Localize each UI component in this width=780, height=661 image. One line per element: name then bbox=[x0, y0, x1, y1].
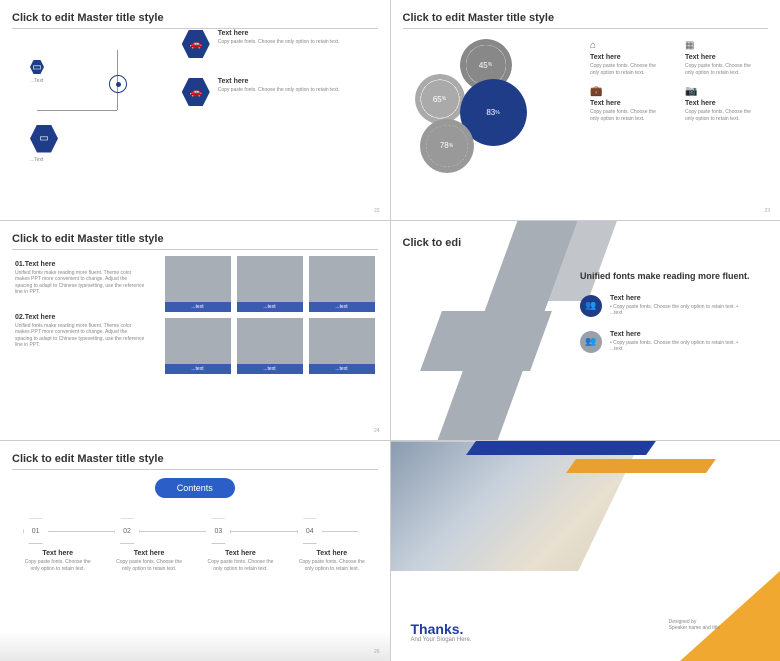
image-placeholder: ...text bbox=[309, 318, 375, 374]
hexagon-icon: ▭ bbox=[30, 125, 58, 153]
image-placeholder: ...text bbox=[165, 318, 231, 374]
slide-2: Click to edit Master title style 45%65%8… bbox=[391, 0, 780, 220]
hexagon-icon: 🚗 bbox=[182, 30, 210, 58]
category-icon: 📷 bbox=[685, 86, 760, 97]
image-placeholder: ...text bbox=[237, 256, 303, 312]
list-item: 👥 Text here• Copy paste fonts. Choose th… bbox=[580, 331, 750, 353]
gear: 65% bbox=[421, 80, 459, 118]
gear: 78% bbox=[426, 125, 468, 167]
list-item: 📷Text hereCopy paste fonts. Choose the o… bbox=[685, 86, 760, 122]
thanks-title: Thanks. bbox=[411, 621, 472, 637]
image-placeholder: ...text bbox=[237, 318, 303, 374]
people-icon: 👥 bbox=[580, 295, 602, 317]
list-item: ⌂Text hereCopy paste fonts. Choose the o… bbox=[590, 40, 665, 76]
page-number: 26 bbox=[374, 649, 380, 655]
page-number: 24 bbox=[374, 428, 380, 434]
hexagon-number: 03 bbox=[205, 518, 231, 544]
contents-item: 04Text hereCopy paste fonts. Choose the … bbox=[297, 518, 367, 572]
gear: 83% bbox=[466, 85, 521, 140]
category-icon: 💼 bbox=[590, 86, 665, 97]
slide-1: Click to edit Master title style ▭ ...Te… bbox=[0, 0, 390, 220]
hexagon-number: 01 bbox=[23, 518, 49, 544]
contents-badge: Contents bbox=[155, 478, 235, 498]
list-item: 💼Text hereCopy paste fonts. Choose the o… bbox=[590, 86, 665, 122]
gear-chart: 45%65%83%78% bbox=[411, 45, 561, 175]
category-icon: ⌂ bbox=[590, 40, 665, 51]
stripe bbox=[466, 441, 656, 455]
slide-title: Click to edit Master title style bbox=[12, 453, 378, 470]
image-placeholder: ...text bbox=[165, 256, 231, 312]
contents-item: 01Text hereCopy paste fonts. Choose the … bbox=[23, 518, 93, 572]
slide-3: Click to edit Master title style 01.Text… bbox=[0, 221, 390, 441]
hexagon-number: 02 bbox=[114, 518, 140, 544]
slide-4: Click to edi Unified fonts make reading … bbox=[391, 221, 780, 441]
people-icon: 👥 bbox=[580, 331, 602, 353]
hexagon-icon: 🚗 bbox=[182, 78, 210, 106]
category-icon: ▦ bbox=[685, 40, 760, 51]
list-item: 🚗 Text hereCopy paste fonts. Choose the … bbox=[182, 30, 340, 58]
slogan: And Your Slogan Here. bbox=[411, 637, 472, 643]
list-item: 🚗 Text hereCopy paste fonts. Choose the … bbox=[182, 78, 340, 106]
list-item: ▦Text hereCopy paste fonts. Choose the o… bbox=[685, 40, 760, 76]
page-number: 22 bbox=[374, 208, 380, 214]
city-silhouette bbox=[0, 631, 390, 661]
slide-title: Click to edit Master title style bbox=[403, 12, 769, 29]
contents-item: 03Text hereCopy paste fonts. Choose the … bbox=[205, 518, 275, 572]
page-number: 23 bbox=[764, 208, 770, 214]
slide-title: Click to edit Master title style bbox=[12, 12, 378, 29]
stripe bbox=[566, 459, 716, 473]
list-item: 👥 Text here• Copy paste fonts. Choose th… bbox=[580, 295, 750, 317]
image-placeholder: ...text bbox=[309, 256, 375, 312]
slide-6: Thanks. And Your Slogan Here. Designed b… bbox=[391, 441, 780, 661]
contents-item: 02Text hereCopy paste fonts. Choose the … bbox=[114, 518, 184, 572]
slide-5: Click to edit Master title style Content… bbox=[0, 441, 390, 661]
heading: Unified fonts make reading more fluent. bbox=[580, 271, 750, 281]
triangle-accent bbox=[680, 571, 780, 661]
hexagon-icon: ▭ bbox=[30, 60, 44, 74]
hexagon-number: 04 bbox=[297, 518, 323, 544]
slide-title: Click to edit Master title style bbox=[12, 233, 378, 250]
